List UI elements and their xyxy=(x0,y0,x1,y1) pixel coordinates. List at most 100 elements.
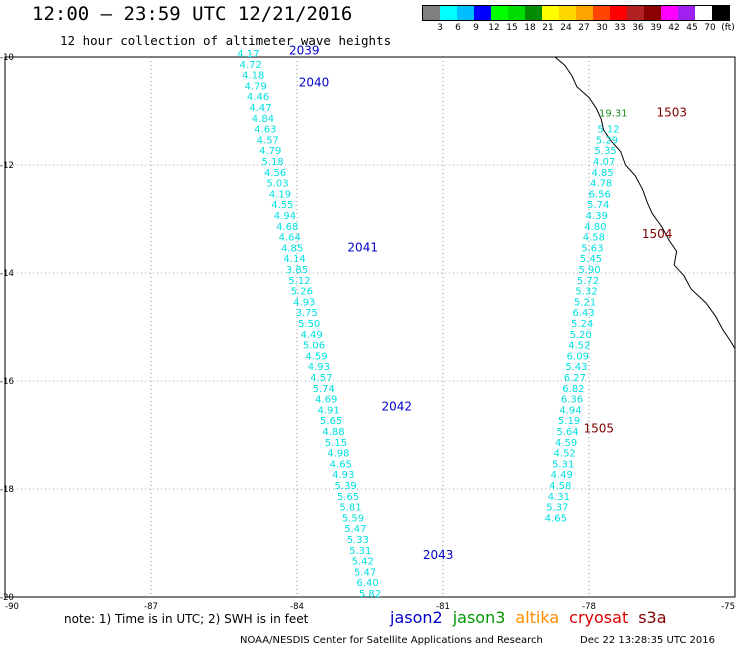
time-labels: 2039 2040 2041 2042 2043 1503 1504 1505 xyxy=(289,43,687,562)
map-grid xyxy=(5,57,735,597)
color-swatch xyxy=(440,6,457,20)
wave-height-value: 5.65 xyxy=(320,416,342,427)
wave-height-value: 4.47 xyxy=(249,103,271,114)
wave-height-value: 6.36 xyxy=(561,395,583,406)
wave-height-value: 5.12 xyxy=(597,125,619,136)
wave-height-value: 4.68 xyxy=(276,222,298,233)
wave-height-value: 5.35 xyxy=(594,146,616,157)
wave-height-value: 5.19 xyxy=(558,416,580,427)
wave-height-value: 4.94 xyxy=(274,211,296,222)
color-swatch xyxy=(661,6,678,20)
page-title: 12:00 — 23:59 UTC 12/21/2016 xyxy=(32,3,353,25)
color-swatch xyxy=(695,6,712,20)
wave-height-value: 5.50 xyxy=(298,319,320,330)
pass-time-label: 2043 xyxy=(423,548,454,562)
longitude-label: -75 xyxy=(721,602,735,612)
wave-height-value: 4.79 xyxy=(245,81,267,92)
color-swatch xyxy=(423,6,440,20)
wave-height-value: 5.39 xyxy=(335,481,357,492)
wave-height-value: 4.65 xyxy=(545,513,567,524)
color-swatch xyxy=(474,6,491,20)
latitude-label: -16 xyxy=(0,377,14,387)
map-axis-labels: -90 -87 -84 -81 -78 -75 -10 -12 -14 -16 -18 -20 xyxy=(0,53,735,612)
wave-height-value: 5.74 xyxy=(587,200,609,211)
wave-height-value: 4.52 xyxy=(554,449,576,460)
color-swatch xyxy=(508,6,525,20)
color-scale-label: 27 xyxy=(578,23,590,33)
footer-timestamp: Dec 22 13:28:35 UTC 2016 xyxy=(580,635,715,646)
wave-height-value: 4.31 xyxy=(548,492,570,503)
footer-credit: NOAA/NESDIS Center for Satellite Applica… xyxy=(240,635,543,646)
color-swatch xyxy=(610,6,627,20)
wave-height-value: 4.91 xyxy=(318,405,340,416)
wave-height-value: 4.17 xyxy=(237,49,259,60)
wave-height-value: 5.43 xyxy=(565,362,587,373)
color-scale-label: 24 xyxy=(560,23,572,33)
wave-height-value: 4.57 xyxy=(257,135,279,146)
longitude-label: -84 xyxy=(290,602,304,612)
wave-height-value: 4.49 xyxy=(551,470,573,481)
wave-height-value: 4.84 xyxy=(252,114,274,125)
longitude-label: -90 xyxy=(5,602,19,612)
wave-height-value: 4.46 xyxy=(247,92,269,103)
pass-time-label: 2039 xyxy=(289,43,320,57)
wave-height-value: 5.32 xyxy=(575,287,597,298)
wave-height-value: 4.59 xyxy=(305,351,327,362)
color-swatch xyxy=(644,6,661,20)
color-scale-label: 33 xyxy=(614,23,626,33)
wave-height-value: 5.15 xyxy=(325,438,347,449)
color-swatch xyxy=(542,6,559,20)
wave-height-value: 5.06 xyxy=(303,341,325,352)
color-scale-label: (ft) xyxy=(721,23,735,33)
page-subtitle: 12 hour collection of altimeter wave hei… xyxy=(60,33,392,48)
color-swatch xyxy=(627,6,644,20)
wave-height-value: 4.65 xyxy=(330,459,352,470)
satellite-legend-entry: altika xyxy=(515,608,560,627)
pass-time-label: 1504 xyxy=(642,227,673,241)
pass-time-label: 2041 xyxy=(347,240,378,254)
latitude-label: -12 xyxy=(0,161,14,171)
wave-height-value: 4.18 xyxy=(242,71,264,82)
longitude-label: -78 xyxy=(582,602,596,612)
color-swatch xyxy=(593,6,610,20)
wave-height-value: 4.56 xyxy=(264,168,286,179)
satellite-legend-entry: jason2 xyxy=(390,608,443,627)
color-scale-label: 39 xyxy=(650,23,662,33)
wave-height-value: 4.14 xyxy=(283,254,305,265)
satellite-legend: jason2 jason3 altika cryosat s3a xyxy=(390,608,677,627)
wave-height-value: 6.82 xyxy=(562,384,584,395)
pass-time-label: 1505 xyxy=(583,421,614,435)
latitude-label: -14 xyxy=(0,269,14,279)
wave-height-value: 5.90 xyxy=(578,265,600,276)
wave-height-value: 4.79 xyxy=(259,146,281,157)
wave-height-value: 5.33 xyxy=(347,535,369,546)
wave-height-value: 5.31 xyxy=(552,459,574,470)
wave-height-value: 4.07 xyxy=(593,157,615,168)
wave-height-value: 4.80 xyxy=(584,222,606,233)
wave-height-value: 5.20 xyxy=(570,330,592,341)
wave-height-value: 3.85 xyxy=(286,265,308,276)
wave-height-value: 4.98 xyxy=(327,449,349,460)
wave-height-value: 4.93 xyxy=(308,362,330,373)
color-scale-label: 12 xyxy=(488,23,500,33)
latitude-label: -10 xyxy=(0,53,14,63)
wave-height-value: 5.63 xyxy=(581,243,603,254)
satellite-legend-entry: jason3 xyxy=(452,608,506,627)
wave-height-value: 6.40 xyxy=(356,578,378,589)
color-swatch xyxy=(525,6,542,20)
wave-height-value: 4.57 xyxy=(310,373,332,384)
color-scale-label: 6 xyxy=(455,23,461,33)
color-scale-label: 21 xyxy=(542,23,554,33)
wave-height-value: 3.75 xyxy=(296,308,318,319)
wave-height-value: 5.18 xyxy=(262,157,284,168)
wave-height-value: 4.55 xyxy=(271,200,293,211)
color-scale-label: 45 xyxy=(686,23,698,33)
color-scale-legend: 3 6 9 12 15 18 21 24 27 30 33 36 39 42 45 70 (ft) xyxy=(422,5,735,35)
wave-height-value: 4.58 xyxy=(583,233,605,244)
wave-height-value: 5.42 xyxy=(352,557,374,568)
color-scale-label: 15 xyxy=(506,23,518,33)
color-scale-labels: 3 6 9 12 15 18 21 24 27 30 33 36 39 42 45 70 (ft) xyxy=(422,21,735,35)
color-scale-label: 42 xyxy=(668,23,680,33)
wave-height-value: 4.69 xyxy=(315,395,337,406)
